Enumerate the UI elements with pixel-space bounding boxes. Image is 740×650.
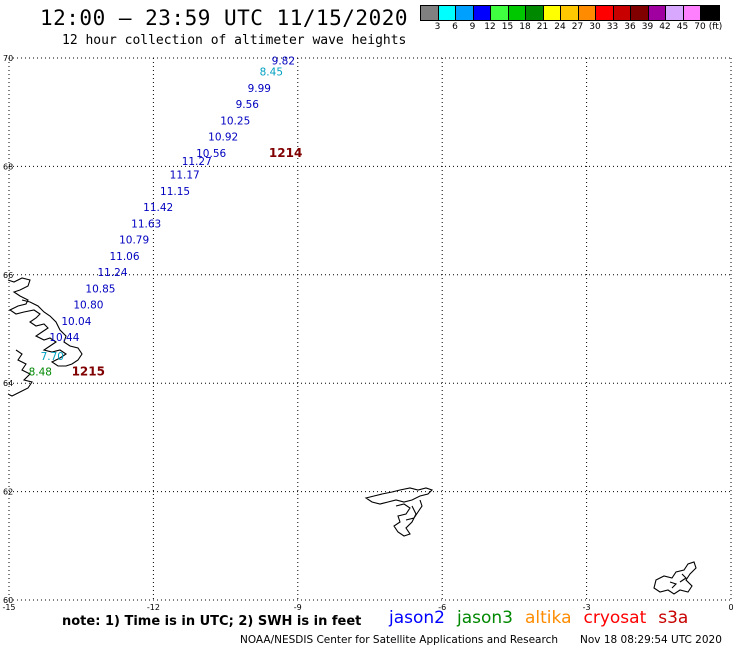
legend-tick-label: 45 [676, 22, 689, 32]
legend-swatch [596, 6, 614, 20]
lat-tick-label: 68 [3, 162, 13, 171]
lat-tick-label: 60 [3, 596, 13, 605]
swh-label: 10.44 [49, 332, 79, 344]
satellite-name: jason2 [389, 608, 445, 628]
swh-label: 11.17 [170, 170, 200, 182]
axis-tick-labels: 60 62 64 66 68 70 -15 -12 -9 -6 -3 0 [2, 54, 733, 612]
swh-label: 8.45 [260, 67, 283, 79]
satellite-name: altika [525, 608, 572, 628]
legend-swatch [543, 6, 561, 20]
lat-tick-label: 70 [3, 54, 13, 63]
footer-timestamp: Nov 18 08:29:54 UTC 2020 [580, 634, 722, 646]
swh-label: 9.99 [248, 83, 271, 95]
satellite-name: s3a [658, 608, 689, 628]
swh-label: 7.70 [41, 351, 64, 363]
satellite-name: jason3 [457, 608, 513, 628]
time-label: 1215 [72, 364, 105, 378]
legend-unit: (ft) [708, 22, 723, 32]
legend-swatch [578, 6, 596, 20]
swh-label: 10.92 [208, 132, 238, 144]
footer-note: note: 1) Time is in UTC; 2) SWH is in fe… [62, 614, 362, 629]
time-labels: 1214 1215 [72, 146, 303, 378]
swh-label: 10.85 [85, 283, 115, 295]
map-title: 12:00 — 23:59 UTC 11/15/2020 [40, 6, 409, 30]
legend-swatch [491, 6, 509, 20]
lat-tick-label: 64 [3, 379, 13, 388]
swh-label: 11.15 [160, 186, 190, 198]
swh-label: 10.80 [73, 300, 103, 312]
legend-tick-label: 21 [536, 22, 549, 32]
swh-label: 11.63 [131, 218, 161, 230]
legend-tick-label: 30 [589, 22, 601, 32]
legend-tick-label: 42 [659, 22, 671, 32]
swh-label: 9.56 [236, 99, 260, 111]
swh-label: 10.79 [119, 235, 149, 247]
lon-tick-label: -12 [147, 603, 160, 612]
swh-label: 9.82 [272, 56, 295, 68]
satellite-name: cryosat [583, 608, 647, 628]
swh-label: 8.48 [29, 366, 52, 378]
iceland-east-coast [7, 277, 83, 397]
legend-swatch [666, 6, 684, 20]
swh-label: 11.27 [182, 156, 212, 168]
footer-credit: NOAA/NESDIS Center for Satellite Applica… [240, 634, 558, 646]
swh-label: 11.24 [97, 267, 127, 279]
lon-tick-label: -15 [2, 603, 15, 612]
swh-label: 10.04 [61, 316, 91, 328]
lon-tick-label: -6 [438, 603, 446, 612]
legend-tick-label: 70 [694, 22, 706, 32]
legend-swatch [683, 6, 701, 20]
legend-swatch [613, 6, 631, 20]
legend-tick-label: 39 [641, 22, 654, 32]
legend-swatch [438, 6, 456, 20]
legend-color-bar [420, 5, 720, 21]
legend-tick-label: 9 [469, 22, 476, 32]
legend-swatch [508, 6, 526, 20]
time-label: 1214 [269, 146, 302, 160]
satellite-legend: jason2 jason3 altika cryosat s3a [389, 608, 700, 628]
swh-label: 11.06 [109, 251, 139, 263]
swh-label: 10.25 [220, 115, 250, 127]
legend-tick-label: 12 [484, 22, 496, 32]
lon-tick-label: -3 [583, 603, 591, 612]
legend-tick-label: 24 [554, 22, 566, 32]
lon-tick-label: -9 [294, 603, 302, 612]
lat-tick-label: 66 [3, 271, 13, 280]
legend-swatch [701, 6, 719, 20]
legend-swatch [456, 6, 474, 20]
map-subtitle: 12 hour collection of altimeter wave hei… [62, 33, 407, 48]
legend-swatch [648, 6, 666, 20]
legend-tick-label: 33 [606, 22, 619, 32]
legend-swatch [561, 6, 579, 20]
legend-tick-label: 6 [452, 22, 458, 32]
lat-tick-label: 62 [3, 488, 13, 497]
faroe-islands [364, 487, 434, 537]
legend-tick-label: 18 [519, 22, 531, 32]
wave-height-legend: 3 6 9 12 15 18 21 24 27 30 33 36 39 42 45 70 (ft) [420, 5, 723, 33]
legend-swatch [631, 6, 649, 20]
legend-labels: 3 6 9 12 15 18 21 24 27 30 33 36 39 42 45 70 (ft) [420, 21, 723, 33]
legend-swatch [421, 6, 439, 20]
legend-tick-label: 36 [624, 22, 636, 32]
swh-label: 10.56 [196, 148, 226, 160]
legend-swatch [473, 6, 491, 20]
swh-label: 11.42 [143, 202, 173, 214]
legend-tick-label: 3 [434, 22, 441, 32]
shetland-islands [653, 561, 697, 595]
lat-lon-grid [8, 57, 732, 601]
legend-tick-label: 15 [501, 22, 514, 32]
coastlines [7, 277, 697, 595]
legend-swatch [526, 6, 544, 20]
lon-tick-label: 0 [728, 603, 733, 612]
legend-tick-label: 27 [571, 22, 584, 32]
